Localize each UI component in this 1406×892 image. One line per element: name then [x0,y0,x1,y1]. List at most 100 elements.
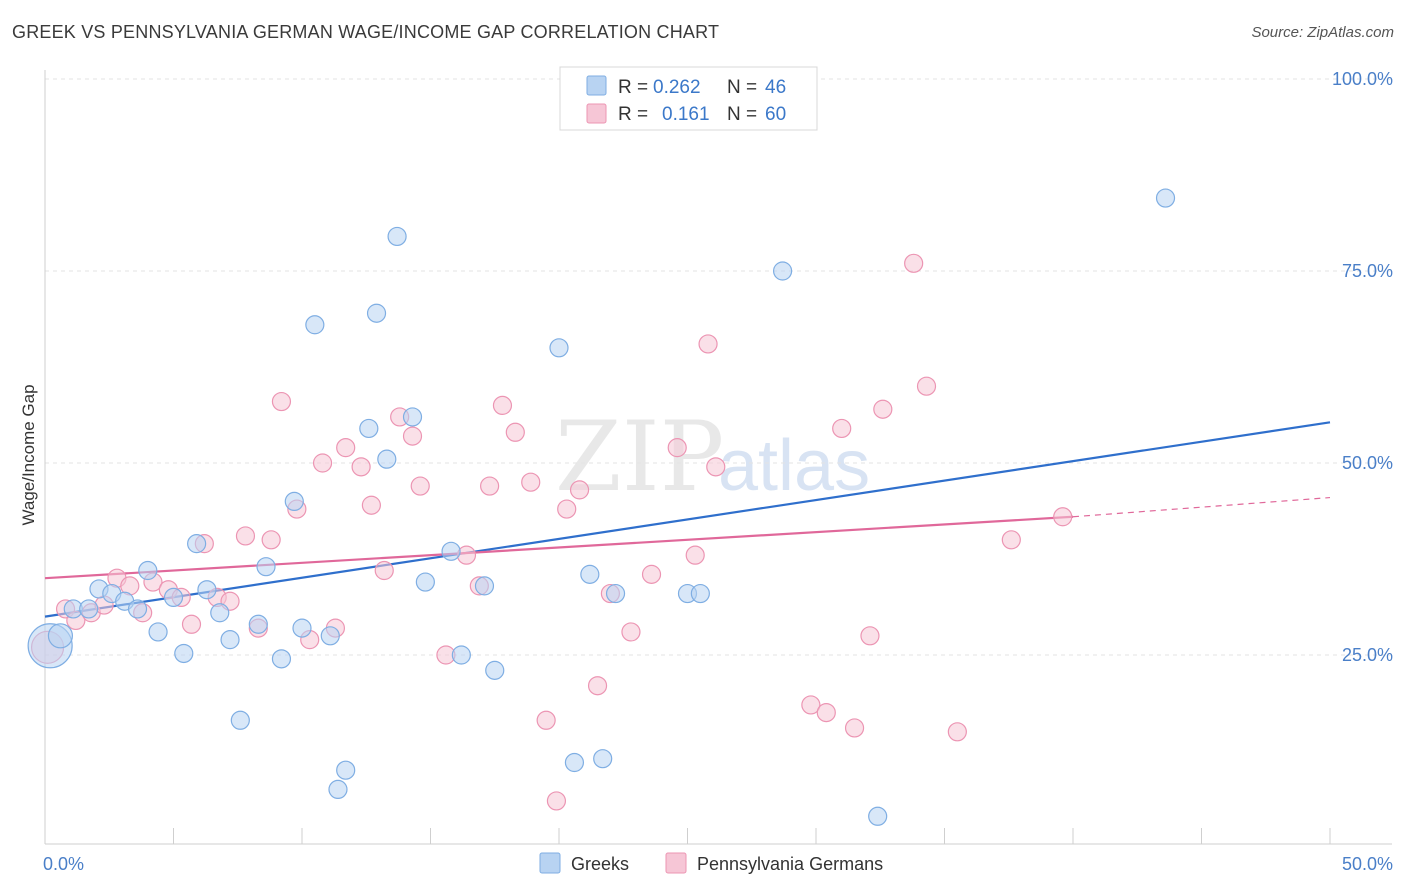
y-tick-label: 100.0% [1332,69,1393,89]
scatter-point-pennsylvania-germans [698,334,718,354]
bottom-legend-label-pennsylvania-germans: Pennsylvania Germans [697,854,883,874]
scatter-point-greeks [366,303,387,323]
scatter-point-greeks [127,599,148,619]
scatter-point-greeks [387,226,407,247]
y-axis-title: Wage/Income Gap [19,384,38,525]
scatter-point-pennsylvania-germans [860,626,880,646]
scatter-point-pennsylvania-germans [569,480,590,500]
scatter-point-pennsylvania-germans [873,399,893,419]
scatter-point-pennsylvania-germans [536,710,556,730]
scatter-point-greeks [328,779,348,800]
scatter-point-pennsylvania-germans [844,718,865,738]
scatter-point-pennsylvania-germans [706,457,726,477]
scatter-point-pennsylvania-germans [801,695,821,715]
scatter-point-greeks [772,261,793,281]
scatter-point-greeks [549,338,569,358]
scatter-point-greeks [305,315,325,335]
scatter-point-greeks [284,491,304,511]
x-tick-label-max: 50.0% [1342,854,1393,874]
scatter-point-pennsylvania-germans [546,791,567,811]
y-tick-label: 75.0% [1342,261,1393,281]
scatter-point-pennsylvania-germans [587,676,608,696]
scatter-point-greeks [359,418,379,439]
scatter-point-greeks [336,760,356,780]
scatter-point-pennsylvania-germans [410,476,430,496]
scatter-point-pennsylvania-germans [904,253,924,273]
scatter-point-pennsylvania-germans [521,472,541,492]
legend-swatch-blue [586,75,607,96]
scatter-point-pennsylvania-germans [667,438,687,458]
scatter-point-greeks [197,580,217,600]
scatter-point-greeks [230,710,250,730]
scatter-point-greeks [292,618,312,638]
scatter-point-greeks [415,572,435,592]
scatter-point-pennsylvania-germans [361,495,381,515]
trend-line-greeks [44,421,1331,618]
scatter-point-pennsylvania-germans [916,376,937,396]
series-pennsylvania-germans [30,253,1073,811]
scatter-point-greeks [163,587,184,608]
axes [44,70,1392,845]
scatter-point-greeks [564,752,585,773]
scatter-point-pennsylvania-germans [235,526,256,546]
y-tick-label: 25.0% [1342,645,1393,665]
bottom-legend: Greeks Pennsylvania Germans [539,852,883,874]
scatter-point-pennsylvania-germans [832,418,852,439]
scatter-point-greeks [485,660,505,680]
scatter-point-greeks [441,541,461,561]
legend-r-label: R = [618,77,648,98]
scatter-point-pennsylvania-germans [492,395,513,415]
legend-n-label: N = [727,77,757,98]
scatter-point-greeks [868,806,888,826]
legend-r-value: 0.262 [653,77,701,98]
trend-line-extension-pennsylvania-germans [1072,496,1331,518]
series-greeks [27,188,1176,826]
scatter-point-pennsylvania-germans [312,453,333,473]
legend-n-value: 46 [765,77,786,98]
scatter-point-greeks [256,557,276,577]
legend-n-value: 60 [765,104,786,125]
scatter-point-pennsylvania-germans [181,614,202,634]
scatter-point-pennsylvania-germans [685,545,705,565]
scatter-point-pennsylvania-germans [351,457,371,477]
legend-r-label: R = [618,104,648,125]
scatter-point-greeks [210,603,230,623]
x-tick-labels: 0.0% 50.0% [43,854,1393,874]
scatter-point-greeks [1155,188,1176,208]
scatter-point-greeks [402,407,423,427]
scatter-point-greeks [271,649,292,669]
scatter-point-pennsylvania-germans [261,530,281,550]
scatter-point-pennsylvania-germans [1053,507,1073,527]
scatter-point-pennsylvania-germans [557,499,577,519]
watermark-atlas: atlas [718,426,870,506]
chart-title: GREEK VS PENNSYLVANIA GERMAN WAGE/INCOME… [12,22,720,42]
trend-line-pennsylvania-germans [44,515,1074,580]
scatter-point-greeks [377,449,397,469]
bottom-legend-swatch-greeks [539,852,561,874]
scatter-point-pennsylvania-germans [374,560,394,581]
scatter-point-greeks [605,583,626,604]
legend-r-value: 0.161 [662,104,710,125]
scatter-point-greeks [220,630,240,650]
scatter-point-greeks [690,583,710,604]
scatter-point-pennsylvania-germans [271,391,292,412]
scatter-point-pennsylvania-germans [621,622,641,642]
scatter-point-pennsylvania-germans [336,438,356,458]
scatter-point-pennsylvania-germans [641,564,662,584]
scatter-point-greeks [593,749,613,769]
scatter-point-greeks [580,564,600,584]
scatter-point-pennsylvania-germans [1001,530,1021,550]
scatter-point-greeks [248,614,268,634]
scatter-point-greeks [174,643,194,664]
watermark: ZIP atlas [555,401,870,513]
scatter-point-greeks [187,534,207,554]
scatter-point-greeks [79,599,99,619]
bottom-legend-label-greeks: Greeks [571,854,629,874]
scatter-point-greeks [138,560,158,581]
source-credit: Source: ZipAtlas.com [1251,24,1394,41]
scatter-point-pennsylvania-germans [816,702,836,723]
trend-lines [44,421,1331,618]
bottom-legend-swatch-pennsylvania-germans [665,852,687,874]
scatter-point-pennsylvania-germans [947,722,967,742]
